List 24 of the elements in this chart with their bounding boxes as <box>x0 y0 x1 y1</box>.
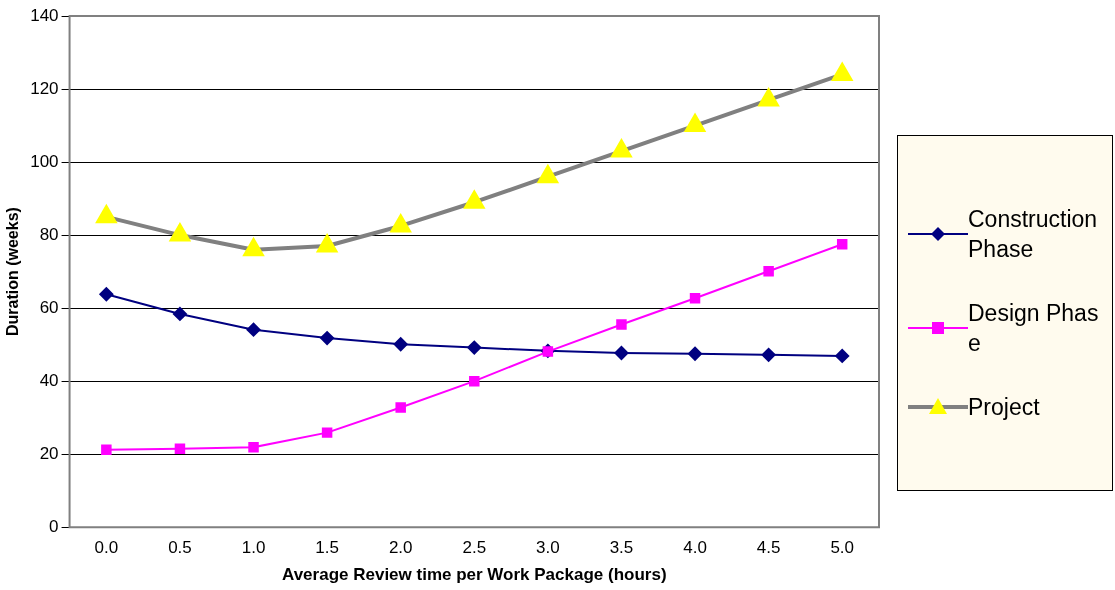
x-tick-label: 2.0 <box>388 538 413 558</box>
y-tick-label: 60 <box>39 297 59 317</box>
y-tick-label: 0 <box>49 516 59 536</box>
legend-label: Project <box>968 393 1041 422</box>
x-tick-label: 2.5 <box>462 538 487 558</box>
x-tick-label: 0.5 <box>168 538 192 558</box>
x-tick-label: 4.5 <box>756 538 781 558</box>
y-tick-label: 80 <box>39 224 59 244</box>
x-tick-label: 3.0 <box>536 538 560 558</box>
x-tick-label: 5.0 <box>830 538 855 558</box>
x-tick-label: 3.5 <box>609 538 634 558</box>
y-tick-label: 20 <box>39 443 59 463</box>
legend-label: Construction Phase <box>968 205 1099 264</box>
y-axis-title: Duration (weeks) <box>4 207 22 337</box>
x-tick-label: 0.0 <box>94 538 119 558</box>
y-tick-label: 40 <box>39 370 59 390</box>
x-tick-label: 1.0 <box>241 538 266 558</box>
y-tick-label: 120 <box>30 78 59 98</box>
x-tick-label: 4.0 <box>683 538 707 558</box>
x-tick-label: 1.5 <box>315 538 339 558</box>
x-axis-title: Average Review time per Work Package (hours) <box>282 565 667 585</box>
y-tick-label: 100 <box>30 151 59 171</box>
legend-label: Design Phase <box>968 299 1100 358</box>
y-tick-label: 140 <box>30 5 59 25</box>
